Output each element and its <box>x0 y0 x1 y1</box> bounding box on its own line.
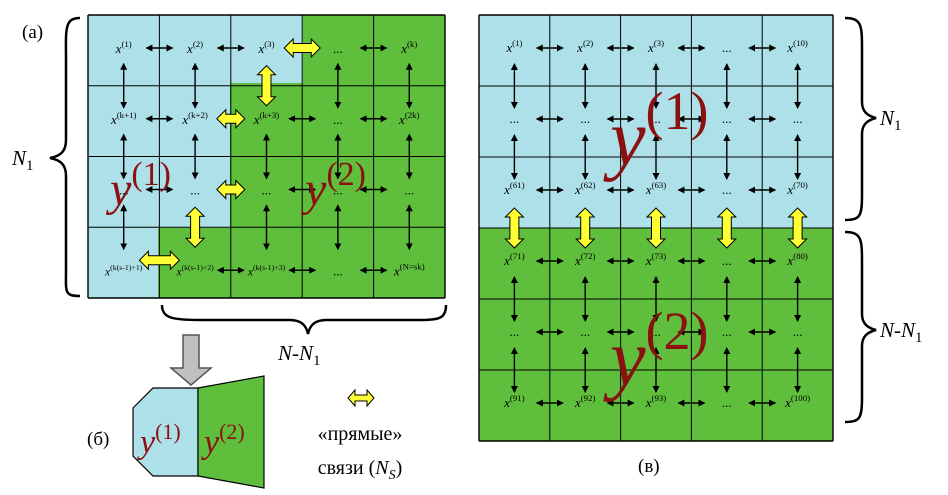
panel-v-cell-label: x(1) <box>505 38 522 55</box>
panel-v-cell-label: ... <box>793 324 803 339</box>
panel-a-direct-link-arrow <box>216 179 246 200</box>
panel-v-n1-brace <box>844 16 877 222</box>
panel-a-n-minus-n1-label: N-N1 <box>277 341 321 369</box>
panel-a-direct-link-arrow <box>138 250 181 271</box>
panel-a-cell-label: ... <box>333 41 343 56</box>
panel-a-arrows <box>120 44 413 274</box>
panel-v-cell-label: ... <box>580 324 590 339</box>
panel-v-direct-links <box>504 207 808 249</box>
panel-a-cell-label: ... <box>119 183 129 198</box>
panel-v-n1-label: N1 <box>879 106 902 134</box>
panel-a-cell-label: x(1) <box>115 39 132 56</box>
panel-a-cell-label: x(k+3) <box>253 110 280 127</box>
panel-a-y1-label: y(1) <box>105 156 171 216</box>
panel-v-cell-labels: x(1) x(2) x(3)... x(10)............ ... x(61)… <box>503 38 810 410</box>
panel-a-y1-sup: (1) <box>131 156 171 193</box>
panel-a-cell-label: x(k(s-1)+1) <box>104 263 143 278</box>
panel-v-direct-link-arrow <box>574 207 596 249</box>
panel-a-cell-labels: x(1) x(2) x(3)... x(k) x(k+1) x(k+2) x(k+3)...… <box>104 39 425 278</box>
panel-v-y1-label: y(1) <box>603 81 708 183</box>
panel-a-cell-label: ... <box>333 183 343 198</box>
panel-a-n1-label: N1 <box>11 146 34 174</box>
panel-a-cell-label: x(k(s-1)+2) <box>175 263 214 278</box>
panel-v-cell-label: x(63) <box>645 180 667 197</box>
panel-v-cell-label: x(10) <box>786 38 808 55</box>
panel-v-cell-label: ... <box>722 111 732 126</box>
panel-v-cell-label: x(3) <box>647 38 664 55</box>
panel-v-cell-label: ... <box>580 111 590 126</box>
panel-a-y2-base: y <box>300 163 327 216</box>
panel-v-cell-label: x(93) <box>645 393 667 410</box>
panel-v-cell-label: ... <box>722 324 732 339</box>
panel-v-cell-label: ... <box>651 324 661 339</box>
panel-a-cell-label: ... <box>333 263 343 278</box>
panel-a-cell-label: ... <box>333 112 343 127</box>
panel-a-cell-label: ... <box>262 183 272 198</box>
panel-v-arrows <box>510 44 802 407</box>
panel-a-cell-label: x(k+2) <box>181 110 208 127</box>
panel-v-direct-link-arrow <box>645 207 667 249</box>
panel-v-direct-link-arrow <box>716 207 738 249</box>
panel-v-cell-label: x(100) <box>784 393 810 410</box>
panel-a-direct-link-arrow <box>216 108 246 129</box>
panel-v-cell-label: ... <box>793 111 803 126</box>
panel-b-y2-label: y(2) <box>201 419 245 461</box>
panel-a-y1-base: y <box>105 163 132 216</box>
panel-v-cell-label: ... <box>651 111 661 126</box>
panel-v-cell-label: ... <box>510 324 520 339</box>
panel-v-cell-label: x(70) <box>786 180 808 197</box>
legend-line-2: связи (NS) <box>318 457 403 483</box>
panel-a-label: (а) <box>22 22 43 43</box>
panel-a-grid <box>87 14 446 299</box>
legend-line-1: «прямые» <box>318 423 403 445</box>
panel-a-cell-label: x(2) <box>186 39 203 56</box>
panel-v-cell-label: ... <box>722 40 732 55</box>
panel-a-n-minus-n1-brace <box>160 304 448 335</box>
panel-v-cell-label: ... <box>510 111 520 126</box>
legend-yellow-arrow-icon <box>347 388 375 408</box>
panel-v-cell-label: x(80) <box>786 251 808 268</box>
panel-a-direct-link-arrow <box>256 65 277 107</box>
panel-a-y2-sup: (2) <box>326 156 366 193</box>
panel-a-cell-label: x(2k) <box>398 110 420 127</box>
panel-v-cell-label: x(72) <box>574 251 596 268</box>
panel-a-cell-label: x(k+1) <box>110 110 137 127</box>
panel-b-y1-label: y(1) <box>137 419 181 461</box>
panel-v-cell-label: x(91) <box>503 393 525 410</box>
panel-v-cell-label: ... <box>722 253 732 268</box>
panel-a-cell-label: x(3) <box>257 39 274 56</box>
panel-v-n-minus-n1-brace <box>844 230 877 424</box>
panel-v-cell-label: x(73) <box>645 251 667 268</box>
panel-a-cell-label: x(N=sk) <box>393 261 425 278</box>
gray-down-arrow <box>168 334 214 386</box>
panel-a-direct-links <box>138 37 321 271</box>
panel-b-label: (б) <box>87 429 109 450</box>
panel-a-cell-label: ... <box>190 183 200 198</box>
panel-v-y2-label: y(2) <box>603 301 708 403</box>
panel-a-direct-link-arrow <box>283 37 321 59</box>
legend: «прямые» связи (NS) <box>318 388 403 483</box>
panel-v-n-minus-n1-label: N-N1 <box>879 318 923 346</box>
panel-v-cell-label: ... <box>722 395 732 410</box>
panel-v-label: (в) <box>638 456 660 477</box>
panel-a-cell-label: x(k) <box>400 39 417 56</box>
panel-a-y2-label: y(2) <box>300 156 366 216</box>
panel-a-direct-link-arrow <box>184 206 206 248</box>
panel-b-region-y2 <box>197 375 265 489</box>
panel-a-cell-label: x(k(s-1)+3) <box>247 263 286 278</box>
panel-a-n1-brace <box>49 16 81 298</box>
panel-v-cell-label: x(71) <box>503 251 525 268</box>
panel-v-cell-label: x(2) <box>576 38 593 55</box>
panel-v-cell-label: x(62) <box>574 180 596 197</box>
panel-v-cell-label: x(61) <box>503 180 525 197</box>
panel-a-cell-label: ... <box>404 183 414 198</box>
panel-v-direct-link-arrow <box>504 207 525 249</box>
panel-v-direct-link-arrow <box>787 207 808 249</box>
panel-v-cell-label: ... <box>722 182 732 197</box>
panel-v-cell-label: x(92) <box>574 393 596 410</box>
